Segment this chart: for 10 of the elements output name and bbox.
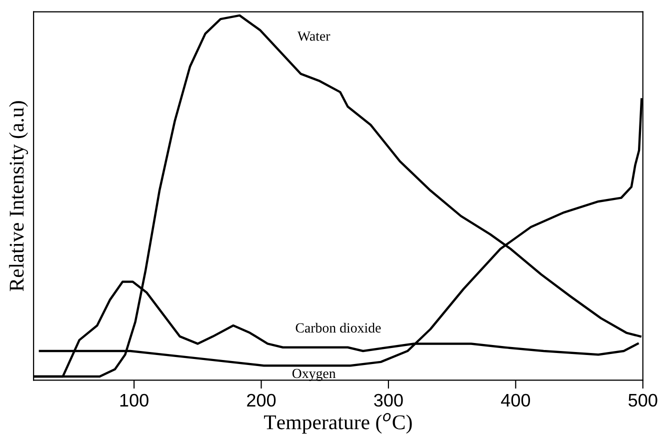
series-label: Water xyxy=(297,32,330,41)
x-tick-label: 100 xyxy=(120,394,148,407)
series-label: Carbon dioxide xyxy=(296,322,381,333)
x-tick-label: 500 xyxy=(628,394,658,407)
x-axis-title: Temperature ($^{o}$C) xyxy=(264,412,412,434)
series-label: Oxygen xyxy=(292,368,336,382)
y-axis-title: Relative Intensity (a.u) xyxy=(9,101,28,292)
x-tick-label: 300 xyxy=(374,394,403,407)
x-tick-label: 400 xyxy=(501,394,530,407)
x-tick-label: 200 xyxy=(247,394,276,407)
